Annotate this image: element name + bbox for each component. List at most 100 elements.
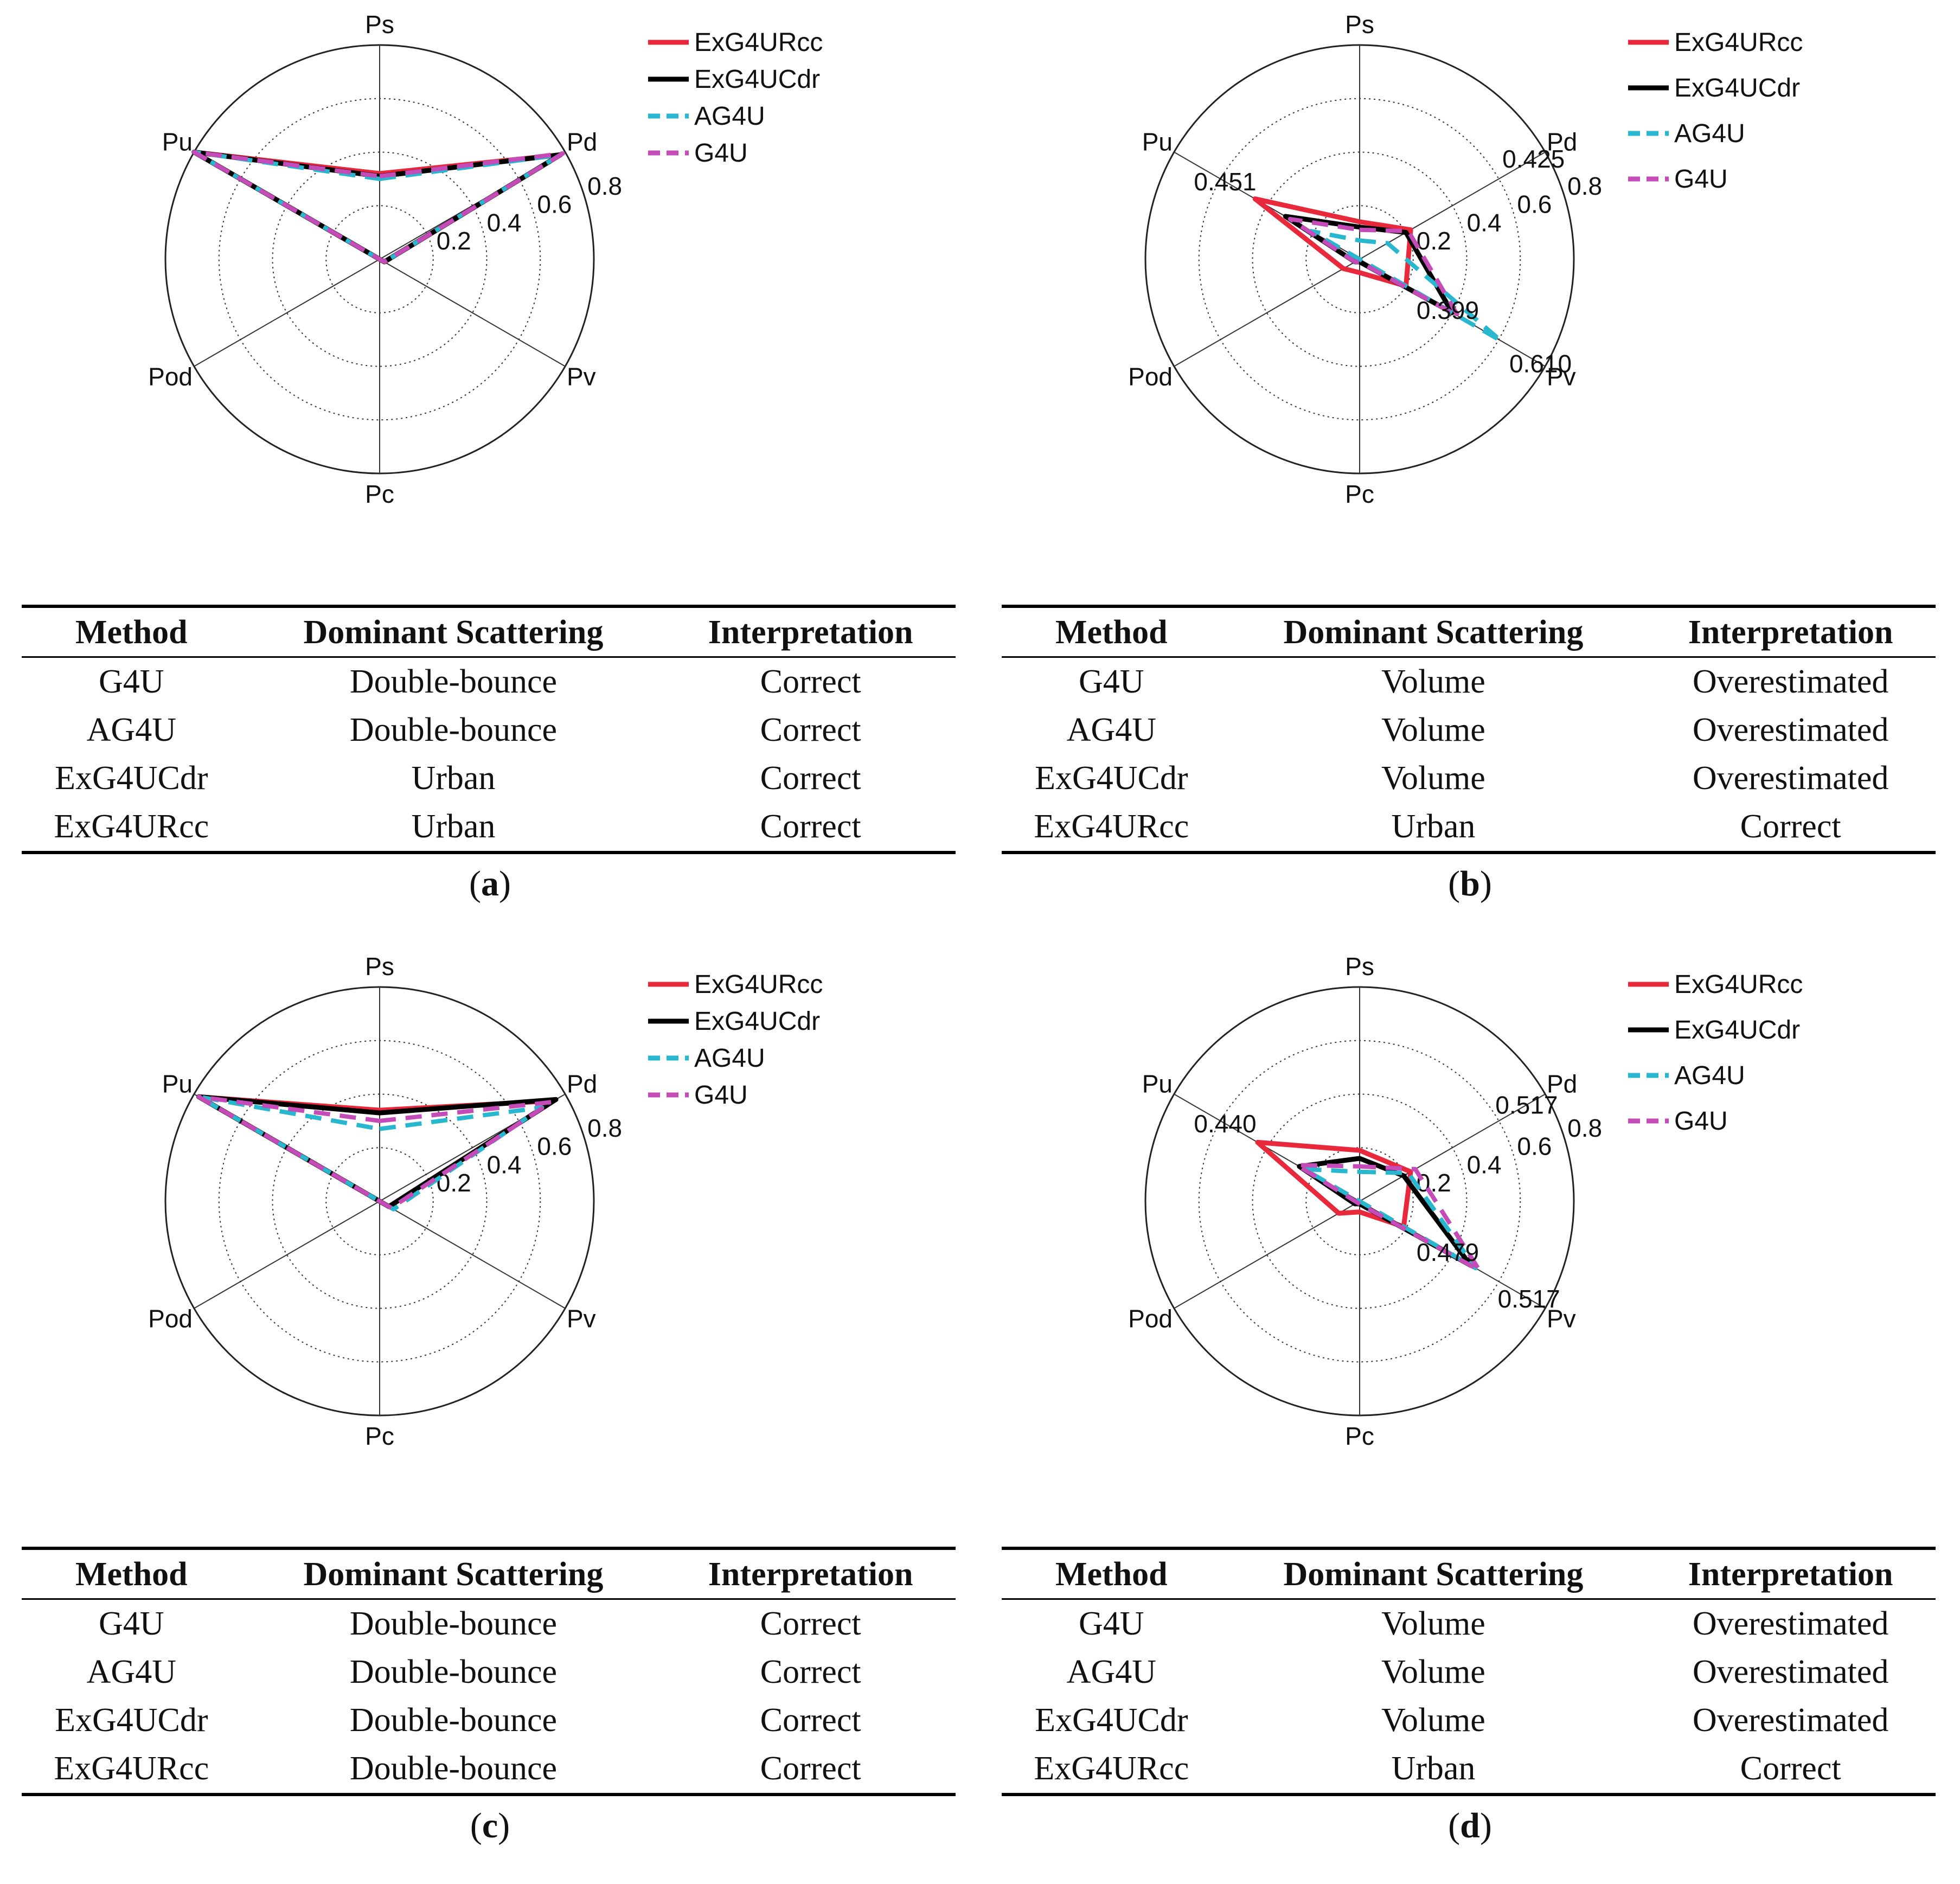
cell-scattering: Double-bounce bbox=[349, 1654, 558, 1690]
axis-label: Pd bbox=[1547, 1070, 1577, 1098]
cell-interpretation: Overestimated bbox=[1692, 663, 1889, 700]
table-row: AG4U Double-bounce Correct bbox=[22, 706, 956, 754]
series-line-exg4ucdr bbox=[191, 150, 563, 265]
cell-interpretation: Overestimated bbox=[1692, 1702, 1889, 1739]
cell-scattering: Double-bounce bbox=[349, 1702, 558, 1739]
cell-method: AG4U bbox=[1066, 1654, 1156, 1690]
table-row: ExG4URcc Urban Correct bbox=[1002, 1745, 1936, 1796]
table-row: G4U Double-bounce Correct bbox=[22, 1599, 956, 1649]
table-row: ExG4URcc Urban Correct bbox=[1002, 803, 1936, 854]
r-tick-label: 0.8 bbox=[587, 1114, 622, 1142]
value-annotation: 0.610 bbox=[1509, 350, 1572, 378]
legend-label: ExG4URcc bbox=[694, 28, 823, 57]
cell-scattering: Volume bbox=[1381, 1702, 1485, 1739]
cell-method: ExG4UCdr bbox=[55, 1702, 208, 1739]
value-annotation: 0.399 bbox=[1417, 296, 1479, 324]
caption-a: (a) bbox=[469, 864, 511, 903]
legend-label: AG4U bbox=[1674, 119, 1745, 148]
legend-label: G4U bbox=[1674, 165, 1728, 194]
axis-label: Pc bbox=[365, 1422, 394, 1450]
series-line-ag4u bbox=[191, 150, 563, 264]
grid-ring bbox=[272, 1093, 488, 1309]
r-tick-label: 0.2 bbox=[1417, 1169, 1451, 1197]
cell-scattering: Urban bbox=[1221, 1745, 1646, 1796]
th-dominant-scattering: Dominant Scattering bbox=[1221, 605, 1646, 658]
r-tick-label: 0.2 bbox=[437, 227, 471, 255]
axis-label: Pv bbox=[567, 1305, 596, 1333]
cell-interpretation: Overestimated bbox=[1692, 1654, 1889, 1690]
axis-label: Pod bbox=[148, 1305, 193, 1333]
cell-method: ExG4UCdr bbox=[55, 760, 208, 797]
axis-label: Pc bbox=[1345, 1422, 1374, 1450]
axis-label: Pu bbox=[162, 128, 193, 156]
legend-label: ExG4URcc bbox=[1674, 970, 1803, 999]
cell-scattering: Urban bbox=[241, 803, 666, 854]
axis-label: Pu bbox=[1142, 128, 1173, 156]
legend-label: ExG4UCdr bbox=[694, 65, 820, 94]
value-annotation: 0.440 bbox=[1194, 1110, 1256, 1138]
cell-interpretation: Correct bbox=[760, 663, 861, 700]
value-annotation: 0.517 bbox=[1495, 1091, 1558, 1119]
axis-spoke bbox=[194, 259, 380, 367]
grid-ring bbox=[1252, 151, 1468, 367]
cell-interpretation: Correct bbox=[760, 712, 861, 748]
legend-label: AG4U bbox=[694, 1044, 765, 1073]
cell-scattering: Volume bbox=[1381, 1605, 1485, 1642]
series-line-g4u bbox=[191, 150, 565, 264]
cell-interpretation: Correct bbox=[760, 1605, 861, 1642]
r-tick-label: 0.4 bbox=[487, 1150, 522, 1178]
axis-label: Pc bbox=[365, 480, 394, 508]
r-tick-label: 0.6 bbox=[1517, 1132, 1552, 1161]
th-method: Method bbox=[22, 605, 241, 658]
cell-interpretation: Correct bbox=[1645, 1745, 1936, 1796]
table-row: ExG4UCdr Urban Correct bbox=[22, 754, 956, 803]
radar-chart-c: PsPdPvPcPodPu0.20.40.60.8ExG4URccExG4UCd… bbox=[148, 952, 823, 1450]
th-dominant-scattering: Dominant Scattering bbox=[1221, 1547, 1646, 1600]
th-interpretation: Interpretation bbox=[665, 1547, 956, 1600]
caption-d: (d) bbox=[1448, 1806, 1492, 1845]
legend-label: AG4U bbox=[694, 102, 765, 131]
legend-label: ExG4UCdr bbox=[1674, 1016, 1800, 1044]
table-row: AG4U Volume Overestimated bbox=[1002, 706, 1936, 754]
th-interpretation: Interpretation bbox=[1645, 605, 1936, 658]
radar-chart-d: Ps Pd Pv Pc Pod Pu 0.2 0.4 0.6 0.8 0.440 0.517 0.479… bbox=[1128, 952, 1803, 1450]
caption-b: (b) bbox=[1448, 864, 1492, 903]
cell-scattering: Double-bounce bbox=[241, 1745, 666, 1796]
series-line-g4u bbox=[196, 1094, 554, 1210]
cell-method: ExG4UCdr bbox=[1035, 760, 1188, 797]
cell-scattering: Double-bounce bbox=[349, 663, 558, 700]
legend-label: ExG4UCdr bbox=[1674, 74, 1800, 102]
cell-scattering: Urban bbox=[1221, 803, 1646, 854]
table-row: ExG4UCdr Volume Overestimated bbox=[1002, 754, 1936, 803]
cell-method: G4U bbox=[1079, 663, 1144, 700]
results-table: Method Dominant Scattering Interpretatio… bbox=[22, 605, 956, 854]
axis-label: Pv bbox=[1547, 1305, 1576, 1333]
radar-chart-b: Ps Pd Pv Pc Pod Pu 0.2 0.4 0.6 0.8 0.451 0.425 0.399… bbox=[1128, 10, 1803, 508]
axis-spoke bbox=[1359, 151, 1546, 260]
axis-spoke bbox=[1174, 259, 1360, 367]
axis-spoke bbox=[194, 1201, 380, 1309]
r-tick-label: 0.8 bbox=[1567, 172, 1602, 200]
cell-method: ExG4URcc bbox=[22, 803, 241, 854]
r-tick-label: 0.8 bbox=[1567, 1114, 1602, 1142]
series-line-ag4u bbox=[1309, 229, 1503, 343]
cell-method: AG4U bbox=[1066, 712, 1156, 748]
axis-label: Pv bbox=[567, 363, 596, 391]
table-c: Method Dominant Scattering Interpretatio… bbox=[22, 1547, 956, 1796]
th-dominant-scattering: Dominant Scattering bbox=[241, 1547, 666, 1600]
caption-letter: a bbox=[481, 864, 499, 903]
cell-scattering: Double-bounce bbox=[349, 1605, 558, 1642]
table-row: G4U Double-bounce Correct bbox=[22, 657, 956, 707]
value-annotation: 0.451 bbox=[1194, 168, 1256, 196]
caption-letter: c bbox=[482, 1806, 498, 1845]
r-tick-label: 0.8 bbox=[587, 172, 622, 200]
cell-method: ExG4URcc bbox=[1002, 1745, 1221, 1796]
cell-interpretation: Overestimated bbox=[1692, 760, 1889, 797]
cell-interpretation: Correct bbox=[665, 1745, 956, 1796]
axis-label: Ps bbox=[365, 952, 394, 981]
axis-label: Ps bbox=[365, 10, 394, 39]
r-tick-label: 0.4 bbox=[487, 208, 522, 236]
cell-method: AG4U bbox=[86, 712, 176, 748]
cell-scattering: Urban bbox=[411, 760, 496, 797]
panel-c: Ps Pd Pv Pc Pod Pu 0.2 0.4 0.6 0.8 ExG4URcc ExG4UCd… bbox=[0, 942, 980, 1884]
